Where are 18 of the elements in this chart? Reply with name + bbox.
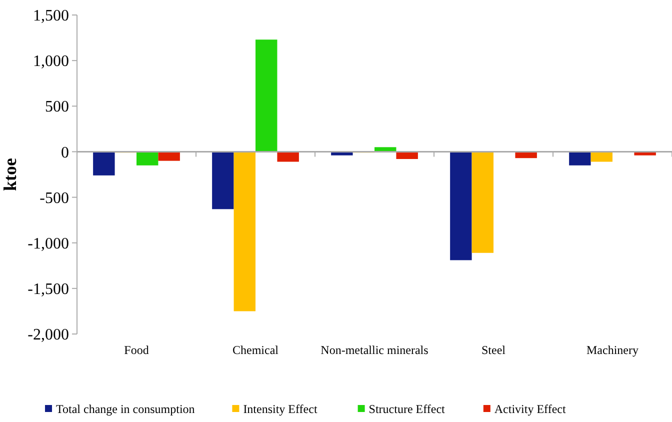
- x-tick-label: Food: [124, 343, 149, 357]
- y-tick-label: -1,000: [28, 235, 69, 252]
- legend-label: Total change in consumption: [56, 402, 195, 416]
- y-axis-title: ktoe: [0, 158, 20, 191]
- x-tick-label: Machinery: [586, 343, 638, 357]
- y-tick-label: 500: [45, 98, 69, 116]
- x-tick-label: Non-metallic minerals: [320, 343, 429, 357]
- legend-label: Intensity Effect: [243, 402, 318, 416]
- y-tick-label: 0: [61, 144, 69, 162]
- legend-label: Activity Effect: [494, 402, 566, 416]
- y-tick-label: -1,500: [28, 281, 69, 298]
- y-tick-label: -500: [40, 190, 69, 207]
- y-tick-label: -2,000: [28, 326, 69, 344]
- legend-label: Structure Effect: [368, 402, 446, 416]
- y-tick-label: 1,500: [33, 8, 69, 25]
- x-tick-label: Chemical: [232, 343, 280, 357]
- y-tick-label: 1,000: [33, 53, 69, 70]
- x-tick-label: Steel: [482, 343, 506, 357]
